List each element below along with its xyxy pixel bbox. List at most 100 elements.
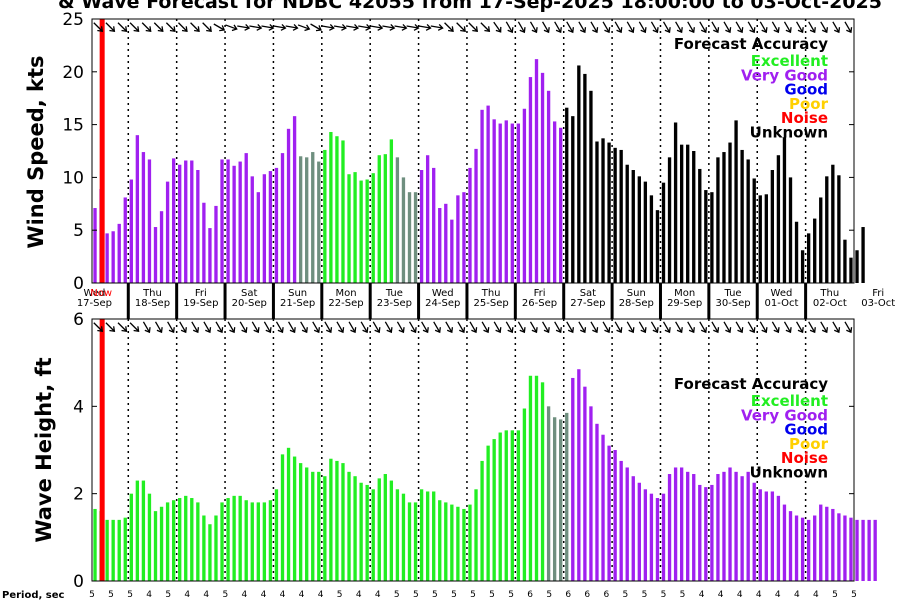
day-tick	[368, 283, 372, 319]
wave-bar	[444, 502, 448, 581]
wave-direction-arrow	[747, 321, 756, 334]
wave-bar	[716, 474, 720, 581]
wave-direction-arrow	[336, 321, 345, 334]
wind-bar	[528, 77, 533, 283]
wind-bar	[758, 195, 762, 283]
period-value: 5	[222, 590, 228, 600]
wind-bar	[444, 203, 448, 283]
wave-direction-arrow	[372, 321, 381, 334]
wave-bars	[93, 319, 877, 581]
wind-direction-arrow	[638, 21, 647, 34]
wind-bar	[383, 154, 387, 283]
wind-bar	[813, 218, 817, 283]
wind-direction-arrow	[141, 22, 152, 33]
wind-direction-arrow	[117, 22, 128, 33]
wave-bar	[232, 495, 236, 581]
wind-bar	[274, 167, 279, 283]
period-value: 4	[203, 590, 209, 600]
wave-bar	[184, 495, 188, 581]
wind-bar	[583, 73, 587, 283]
wind-direction-arrow	[844, 21, 853, 34]
wave-bar	[546, 406, 551, 581]
wind-bar	[305, 157, 309, 283]
wave-bar	[286, 447, 291, 581]
wave-bar	[347, 471, 351, 581]
period-value: 4	[261, 590, 267, 600]
wave-bar	[819, 504, 823, 581]
wave-bar	[317, 471, 321, 581]
wind-bar	[661, 182, 666, 283]
wind-panel: Wind Speed, kts 0 5 10 15 20 25 Forecast Accu…	[24, 10, 865, 294]
wave-bar	[825, 506, 829, 581]
period-value: 5	[680, 590, 686, 600]
wind-legend-item: Noise	[781, 109, 828, 127]
wave-bar	[601, 434, 605, 581]
day-name-label: Tue	[724, 288, 742, 299]
wind-direction-arrow	[418, 23, 432, 31]
wave-bar	[873, 519, 877, 581]
wave-bar	[190, 498, 194, 581]
wave-bar	[752, 482, 756, 581]
wave-bar	[516, 430, 521, 581]
date-label: 26-Sep	[522, 298, 557, 309]
wave-bar	[492, 439, 496, 581]
wave-bar	[159, 506, 164, 581]
wind-bar	[105, 233, 109, 283]
wave-direction-arrow	[179, 321, 187, 334]
wave-bar	[861, 519, 865, 581]
day-labels: Wed17-SepThu18-SepFri19-SepSat20-SepSun2…	[77, 288, 895, 309]
day-name-label: Fri	[534, 288, 546, 299]
wave-bar	[806, 519, 811, 581]
wave-bar	[111, 519, 115, 581]
wave-direction-arrow	[396, 321, 405, 334]
wind-bar	[577, 65, 581, 284]
wind-bar	[504, 120, 508, 283]
wind-bar	[129, 179, 133, 283]
wave-direction-arrow	[360, 321, 369, 334]
wind-bar	[238, 161, 242, 283]
wave-bar	[214, 515, 218, 581]
wave-bar	[208, 524, 212, 581]
wind-bar	[159, 211, 164, 283]
day-name-label: Mon	[674, 288, 695, 299]
period-value: 4	[356, 590, 362, 600]
date-label: 28-Sep	[619, 298, 654, 309]
wave-bar	[679, 467, 684, 581]
wind-bar	[764, 194, 768, 283]
wind-bar	[335, 136, 339, 283]
wave-bar	[800, 517, 805, 581]
period-value: 5	[451, 590, 457, 600]
wave-bar	[244, 500, 248, 581]
wave-bar	[250, 502, 254, 581]
wave-bar	[498, 432, 502, 581]
wind-bars	[93, 19, 865, 284]
wind-direction-arrow	[129, 22, 140, 33]
wave-bar	[504, 430, 508, 581]
period-value: 4	[699, 590, 705, 600]
wave-bar	[456, 506, 460, 581]
wind-bar	[111, 231, 115, 283]
wave-legend-item: Very Good	[741, 406, 828, 424]
period-value: 5	[508, 590, 514, 600]
wind-bar	[413, 192, 418, 283]
wind-direction-arrow	[820, 21, 829, 34]
wind-bar	[534, 59, 539, 283]
date-label: 25-Sep	[474, 298, 509, 309]
wind-bar	[770, 170, 775, 283]
wind-direction-arrow	[370, 23, 384, 31]
wind-bar	[147, 159, 152, 283]
period-value: 4	[718, 590, 724, 600]
wind-bar	[540, 72, 545, 283]
wave-y-tick-label: 2	[73, 485, 84, 505]
wave-direction-arrow	[493, 321, 502, 334]
wind-bar	[171, 158, 176, 283]
wind-direction-arrow	[735, 21, 744, 34]
wind-direction-arrow	[321, 23, 335, 31]
wave-bar	[256, 502, 260, 581]
date-label: 21-Sep	[280, 298, 315, 309]
period-value: 5	[165, 590, 171, 600]
wind-direction-arrow	[783, 21, 792, 34]
period-value: 5	[89, 590, 95, 600]
date-label: 17-Sep	[77, 298, 112, 309]
period-value: 6	[527, 590, 533, 600]
